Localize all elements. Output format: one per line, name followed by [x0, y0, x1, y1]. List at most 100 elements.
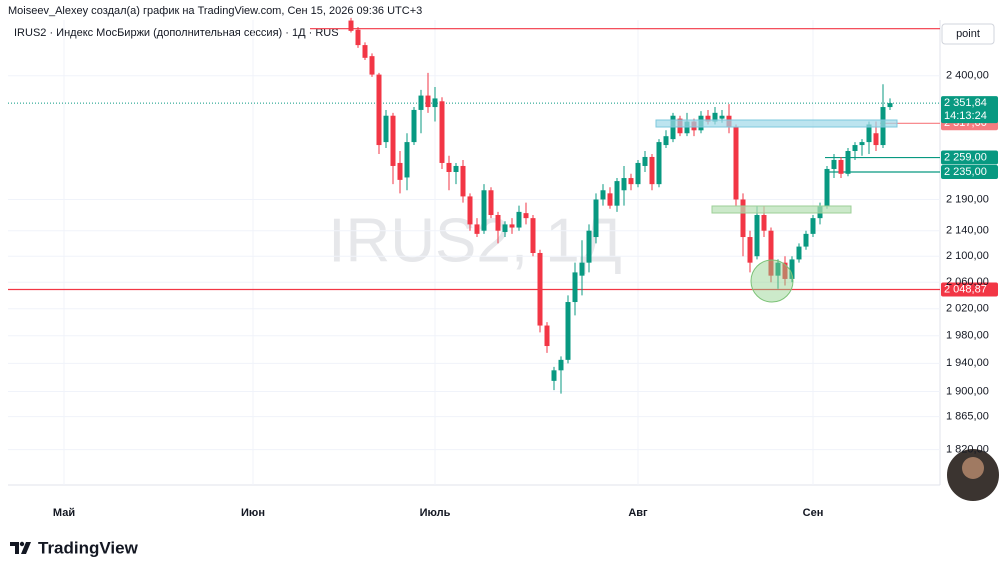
candle-body	[439, 101, 445, 163]
price-tag-label: 2 048,87	[944, 283, 987, 295]
candle-body	[572, 272, 578, 303]
candle-body	[733, 127, 739, 200]
countdown-label: 14:13:24	[944, 110, 987, 122]
candle-body	[593, 199, 599, 238]
candle-body	[411, 109, 417, 143]
y-tick-label: 2 140,00	[946, 225, 989, 237]
candle-body	[838, 159, 844, 174]
highlight-circle	[750, 259, 794, 303]
candle-body	[376, 74, 382, 146]
x-tick-label: Авг	[628, 507, 648, 519]
candle-body	[761, 215, 767, 231]
candle-body	[859, 142, 865, 146]
point-button[interactable]: point	[941, 23, 995, 45]
button-label[interactable]: point	[956, 28, 980, 40]
candle-body	[586, 230, 592, 263]
candle-body	[460, 165, 466, 197]
candle-body	[600, 190, 606, 200]
logo-dot	[19, 541, 25, 547]
candle-body	[642, 156, 648, 166]
candle-body	[404, 142, 410, 178]
candle-body	[810, 218, 816, 234]
price-tag	[941, 164, 998, 179]
x-tick-label: Май	[53, 507, 75, 519]
candle-body	[509, 224, 515, 228]
symbol-line: IRUS2 · Индекс МосБиржи (дополнительная …	[14, 27, 339, 39]
candle-body	[789, 259, 795, 279]
candle-body	[544, 325, 550, 347]
candle-body	[565, 302, 571, 360]
y-tick-label: 2 060,00	[946, 276, 989, 288]
x-tick-label: Июн	[241, 507, 265, 519]
candle-body	[628, 178, 634, 185]
candle-body	[453, 165, 459, 172]
y-tick-label: 1 820,00	[946, 444, 989, 456]
author-line: Moiseev_Alexey создал(а) график на Tradi…	[8, 5, 422, 17]
candle-body	[768, 230, 774, 276]
watermark: IRUS2, 1Д	[328, 206, 622, 275]
candle-body	[523, 213, 529, 219]
price-tag	[941, 150, 998, 165]
candle-body	[775, 262, 781, 276]
y-tick-label: 2 190,00	[946, 193, 989, 205]
avatar-face	[962, 457, 984, 479]
price-tags: 2 048,872 317,002 259,002 235,002 351,84…	[941, 96, 998, 297]
candle-body	[649, 156, 655, 185]
candle-body	[873, 133, 879, 146]
supply-zone	[655, 119, 898, 128]
candle-body	[712, 112, 718, 122]
candle-body	[390, 115, 396, 166]
candle-body	[558, 359, 564, 371]
candle-body	[551, 370, 557, 381]
button-frame[interactable]	[941, 23, 995, 45]
candle-body	[355, 29, 361, 46]
logo: TradingView	[10, 538, 139, 557]
price-tag-label: 2 259,00	[944, 151, 987, 163]
candle-body	[488, 190, 494, 216]
y-tick-label: 2 020,00	[946, 303, 989, 315]
candle-body	[719, 115, 725, 119]
y-tick-label: 1 900,00	[946, 385, 989, 397]
candle-body	[502, 224, 508, 232]
logo-text: TradingView	[38, 538, 139, 557]
candle-body	[852, 145, 858, 151]
candle-body	[425, 95, 431, 108]
candle-body	[635, 162, 641, 185]
candle-body	[782, 262, 788, 279]
candle-body	[663, 136, 669, 146]
candle-body	[607, 193, 613, 206]
candle-body	[866, 124, 872, 143]
last-price-tag	[941, 96, 998, 124]
plot-area	[8, 17, 940, 485]
candle-body	[621, 178, 627, 191]
price-tag	[941, 282, 998, 297]
candle-body	[362, 45, 368, 58]
candle-body	[803, 233, 809, 247]
x-tick-label: Июль	[420, 507, 451, 519]
candle-body	[740, 199, 746, 238]
candle-body	[537, 252, 543, 326]
candle-body	[530, 218, 536, 253]
y-tick-label: 2 400,00	[946, 70, 989, 82]
candle-body	[754, 215, 760, 257]
candle-body	[474, 224, 480, 234]
candle-body	[397, 162, 403, 180]
candle-body	[481, 190, 487, 231]
price-tag-label: 2 235,00	[944, 166, 987, 178]
y-tick-label: 1 865,00	[946, 411, 989, 423]
candle-body	[845, 150, 851, 174]
y-tick-label: 2 100,00	[946, 250, 989, 262]
candle-body	[369, 56, 375, 75]
candle-body	[705, 115, 711, 122]
candle-body	[747, 237, 753, 263]
y-tick-label: 1 940,00	[946, 357, 989, 369]
logo-mark	[10, 542, 31, 554]
candle-body	[887, 103, 893, 108]
candle-body	[418, 95, 424, 110]
y-tick-label: 1 980,00	[946, 330, 989, 342]
candle-body	[467, 196, 473, 225]
candle-body	[579, 262, 585, 276]
candle-body	[824, 168, 830, 206]
